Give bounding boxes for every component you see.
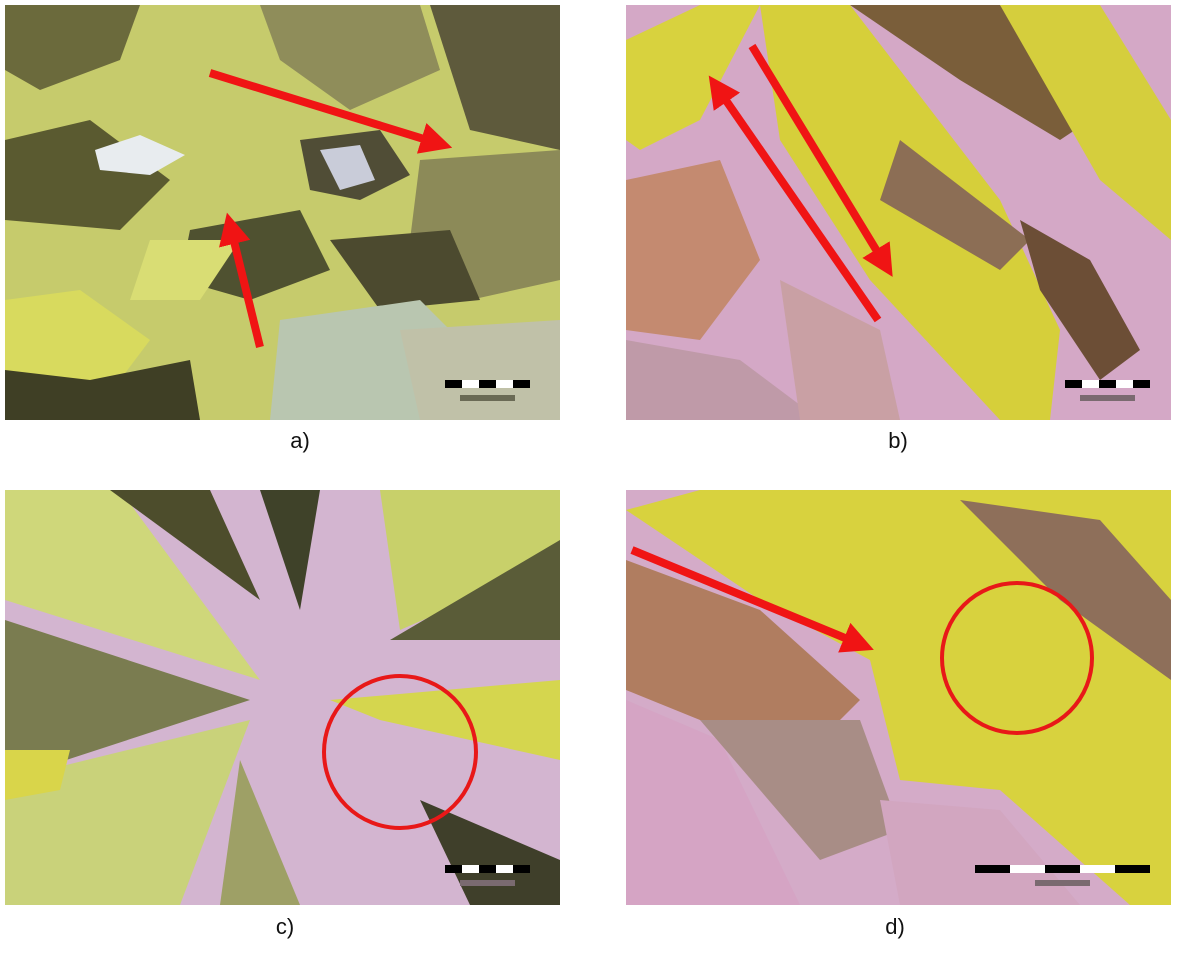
micrograph-c <box>5 490 560 905</box>
circle-mark <box>322 674 478 830</box>
arrow <box>630 546 874 653</box>
arrow <box>748 43 893 277</box>
arrow <box>219 212 264 348</box>
arrow <box>708 75 882 323</box>
circle-mark <box>940 581 1094 735</box>
arrow <box>208 69 453 154</box>
panel-label: c) <box>276 914 294 939</box>
panel-label: a) <box>290 428 310 453</box>
panel-label: b) <box>888 428 908 453</box>
micrograph-d <box>626 490 1171 905</box>
micrograph-b <box>626 5 1171 420</box>
panel-label: d) <box>885 914 905 939</box>
micrograph-a <box>5 5 560 420</box>
